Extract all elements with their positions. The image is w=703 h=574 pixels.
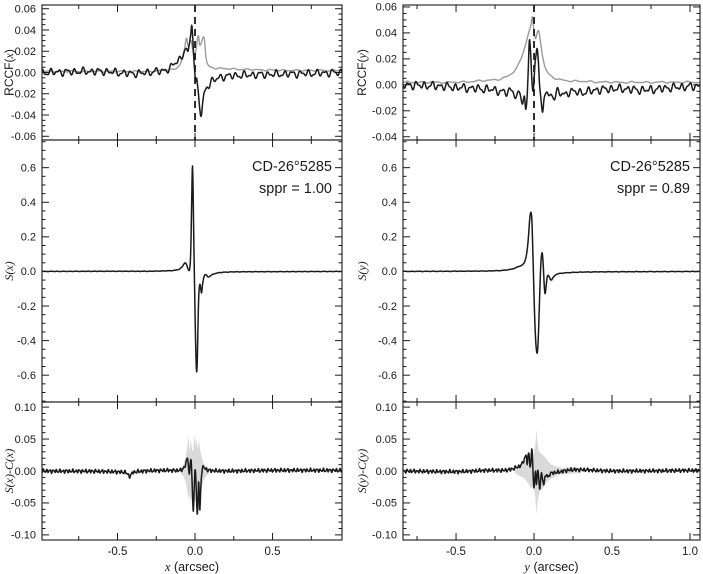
panel-border — [402, 4, 701, 141]
x-tick-label: 0.5 — [604, 546, 620, 558]
y-tick-label: 0.6 — [382, 162, 397, 174]
y-tick-label: -0.04 — [11, 110, 36, 122]
y-tick-label: -0.2 — [17, 301, 36, 313]
sppr-annotation: sppr = 0.89 — [617, 181, 690, 197]
y-axis-label-segment: RCCF( — [2, 59, 16, 96]
y-tick-label: 0.06 — [15, 4, 36, 16]
sppr-annotation: sppr = 1.00 — [259, 181, 332, 197]
y-tick-label: 0.04 — [376, 28, 397, 40]
y-tick-label: 0.00 — [376, 80, 397, 92]
x-tick-label: 0.0 — [526, 546, 542, 558]
x-tick-label: -0.5 — [108, 546, 128, 558]
y-axis-label-segment: S(y)-C(y) — [355, 449, 369, 494]
panel-sy-cy: 0.10 0.05 0.00 -0.05 -0.10 S(y)-C(y) -0.5 0.0 0.… — [355, 401, 701, 574]
y-tick-label: 0.4 — [21, 197, 36, 209]
panel-rccf-y: 0.06 0.04 0.02 0.00 -0.02 -0.04 RCCF(y) — [355, 2, 701, 144]
y-axis-label-segment: x — [2, 53, 16, 60]
star-id-annotation: CD-26°5285 — [252, 159, 332, 175]
y-axis-label-s-y: S(y) — [355, 261, 369, 280]
rccf-x-target-cross-correlation-curve — [42, 24, 342, 118]
y-tick-label: -0.04 — [372, 132, 397, 144]
y-tick-label: 0.05 — [15, 434, 36, 446]
y-tick-label: 0.2 — [21, 232, 36, 244]
y-tick-label: -0.2 — [378, 301, 397, 313]
panel-s-y: 0.6 0.4 0.2 0.0 -0.2 -0.4 -0.6 S(y) CD-26°5285 sp… — [355, 139, 701, 403]
y-axis-label-segment: RCCF( — [355, 59, 369, 96]
star-id-annotation: CD-26°5285 — [610, 159, 690, 175]
panel-plot-area-rccf-y — [403, 5, 700, 140]
x-axis-label-segment: (arcsec) — [170, 560, 219, 574]
y-tick-label: 0.4 — [382, 197, 397, 209]
y-tick-label: -0.6 — [17, 370, 36, 382]
x-axis-label: y (arcsec) — [522, 560, 578, 574]
panel-plot-area-s-y — [403, 211, 700, 354]
y-axis-label-segment: S(x)-C(x) — [2, 449, 16, 494]
y-axis-label-segment: y — [355, 53, 369, 60]
x-axis-label-segment: x — [164, 560, 171, 574]
x-axis-label-segment: y — [522, 560, 530, 574]
y-tick-label: 0.0 — [21, 266, 36, 278]
y-axis-label-sx-cx: S(x)-C(x) — [2, 449, 16, 494]
rccf-y-target-cross-correlation-curve — [403, 38, 700, 113]
y-axis-label-segment: ) — [2, 49, 16, 53]
y-axis-label-segment: S(y) — [355, 261, 369, 280]
y-tick-label: -0.6 — [378, 370, 397, 382]
x-tick-label: 0.0 — [187, 546, 203, 558]
panel-plot-area-s-x — [42, 165, 342, 373]
panel-plot-area-sx-cx — [42, 434, 342, 515]
panel-s-x: 0.6 0.4 0.2 0.0 -0.2 -0.4 -0.6 S(x) CD-26°5285 sp… — [2, 139, 343, 403]
s-x-spectroastrometric-signal-curve — [42, 165, 342, 373]
y-tick-label: -0.02 — [11, 89, 36, 101]
y-tick-label: 0.2 — [382, 232, 397, 244]
y-tick-label: 0.04 — [15, 25, 36, 37]
y-axis-label-sy-cy: S(y)-C(y) — [355, 449, 369, 494]
y-tick-label: 0.02 — [15, 46, 36, 58]
y-tick-label: 0.00 — [376, 466, 397, 478]
y-axis-label-s-x: S(x) — [2, 261, 16, 280]
y-tick-label: 0.00 — [15, 67, 36, 79]
y-tick-label: -0.05 — [372, 498, 397, 510]
y-tick-label: 0.0 — [382, 266, 397, 278]
s-y-spectroastrometric-signal-curve — [403, 211, 700, 354]
y-tick-label: 0.10 — [376, 402, 397, 414]
panel-rccf-x: 0.06 0.04 0.02 0.00 -0.02 -0.04 -0.06 RCCF(x) — [2, 4, 343, 143]
y-axis-label-segment: S(x) — [2, 261, 16, 280]
x-axis-label-segment: (arcsec) — [530, 560, 579, 574]
x-axis-label: x (arcsec) — [164, 560, 219, 574]
y-tick-label: 0.10 — [15, 402, 36, 414]
y-tick-label: -0.02 — [372, 106, 397, 118]
y-tick-label: -0.10 — [11, 530, 36, 542]
rccf-x-reference-cross-correlation-curve — [42, 35, 342, 73]
y-tick-label: 0.6 — [21, 162, 36, 174]
y-tick-label: -0.06 — [11, 131, 36, 143]
x-tick-label: 0.5 — [265, 546, 281, 558]
y-axis-label-rccf-y: RCCF(y) — [355, 49, 369, 96]
y-tick-label: -0.05 — [11, 498, 36, 510]
y-axis-label-segment: ) — [355, 49, 369, 53]
y-tick-label: 0.02 — [376, 54, 397, 66]
y-tick-label: 0.05 — [376, 434, 397, 446]
x-tick-label: 1.0 — [682, 546, 698, 558]
x-tick-label: -0.5 — [446, 546, 466, 558]
y-tick-label: 0.06 — [376, 2, 397, 14]
panel-sx-cx: 0.10 0.05 0.00 -0.05 -0.10 S(x)-C(x) -0.5 0.0 0.… — [2, 401, 343, 574]
sx-cx-signal-minus-continuum-curve — [42, 457, 342, 515]
panel-plot-area-rccf-x — [42, 5, 342, 140]
rccf-y-reference-cross-correlation-curve — [403, 16, 700, 85]
y-tick-label: -0.4 — [378, 335, 397, 347]
y-tick-label: -0.4 — [17, 335, 36, 347]
y-tick-label: -0.10 — [372, 530, 397, 542]
y-axis-label-rccf-x: RCCF(x) — [2, 49, 16, 96]
y-tick-label: 0.00 — [15, 466, 36, 478]
sy-cy-signal-minus-continuum-curve — [403, 448, 700, 490]
uncertainty-band — [515, 429, 581, 515]
panel-plot-area-sy-cy — [403, 429, 700, 515]
